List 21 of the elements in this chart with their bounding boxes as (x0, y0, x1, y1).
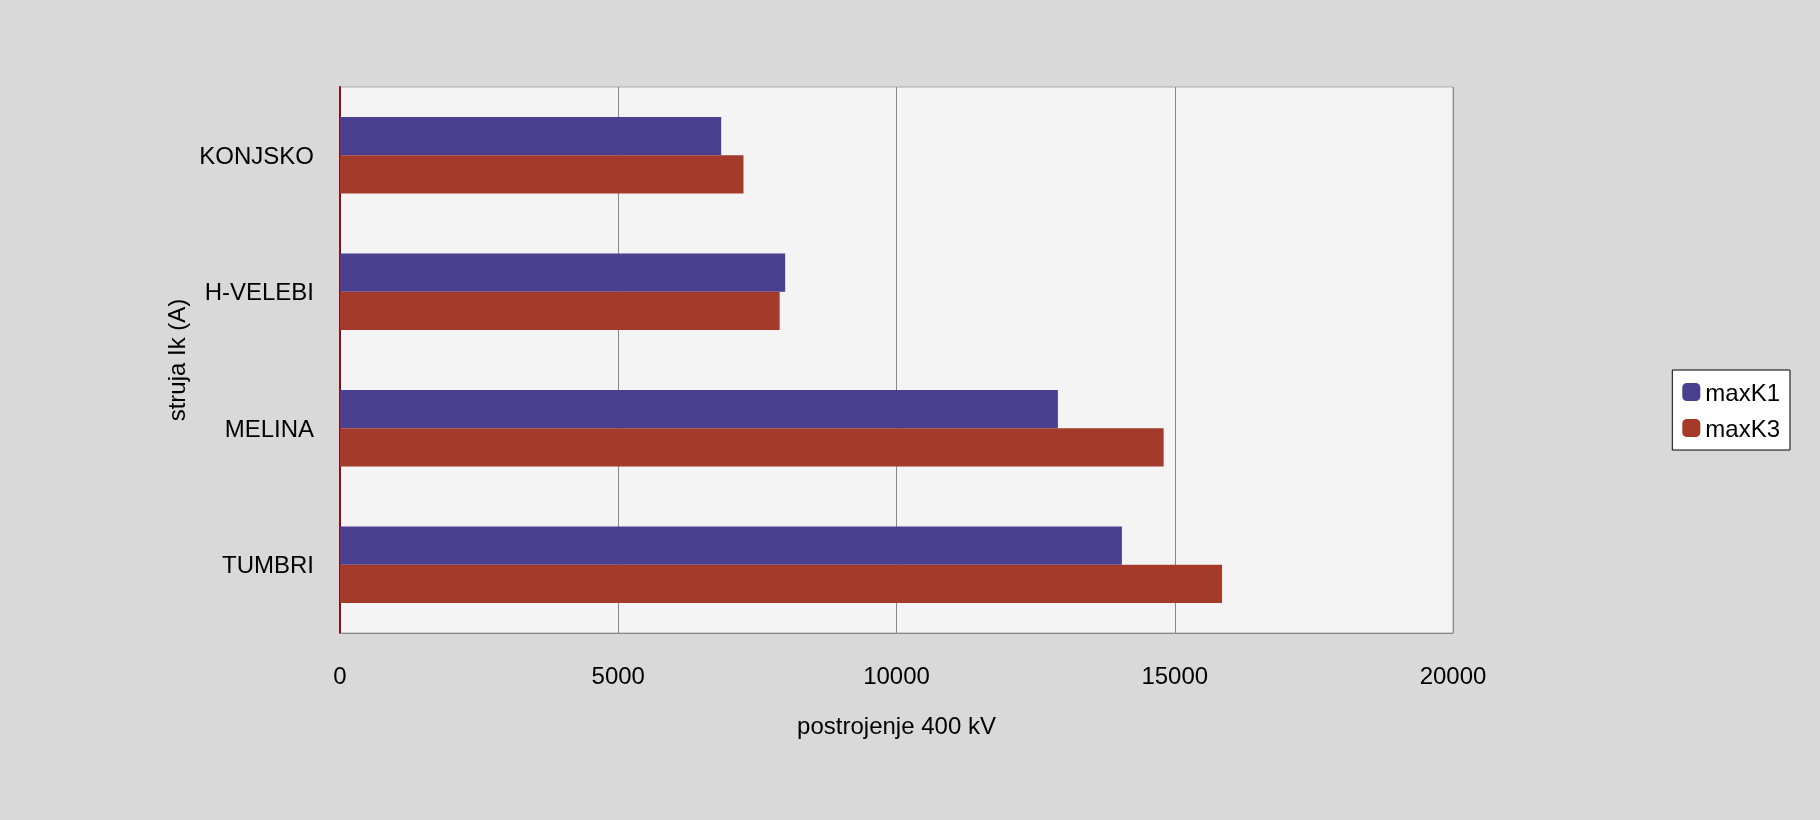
bar (340, 390, 1058, 429)
x-tick-label: 10000 (863, 661, 930, 689)
legend-label: maxK3 (1705, 414, 1781, 442)
bar (340, 155, 744, 194)
x-axis-title: postrojenje 400 kV (797, 711, 996, 739)
bar (340, 428, 1164, 467)
x-tick-label: 5000 (591, 661, 645, 689)
bar (340, 117, 722, 156)
bar (340, 526, 1122, 565)
y-tick-label: KONJSKO (199, 141, 314, 169)
x-tick-label: 20000 (1419, 661, 1487, 689)
bar (340, 291, 780, 330)
x-tick-label: 0 (333, 661, 347, 689)
y-axis-title: struja Ik (A) (162, 298, 190, 422)
legend-label: maxK1 (1705, 378, 1781, 406)
x-tick-label: 15000 (1141, 661, 1209, 689)
y-tick-label: MELINA (224, 414, 314, 442)
y-tick-label: H-VELEBI (204, 278, 314, 306)
bar (340, 564, 1223, 603)
bar (340, 253, 786, 292)
y-tick-label: TUMBRI (222, 551, 314, 579)
